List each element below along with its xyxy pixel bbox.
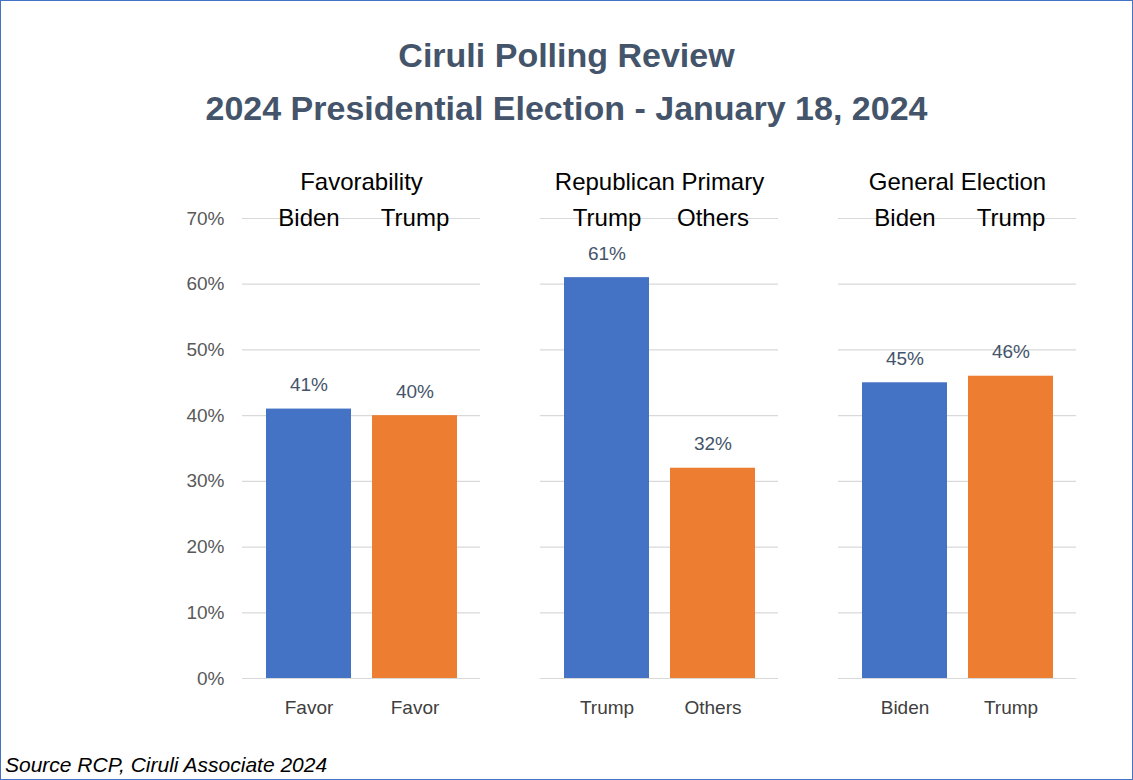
svg-text:Others: Others	[677, 204, 749, 231]
svg-text:Others: Others	[684, 697, 741, 718]
svg-text:30%: 30%	[186, 470, 224, 491]
svg-text:32%: 32%	[694, 433, 732, 454]
svg-text:10%: 10%	[186, 602, 224, 623]
svg-text:Republican Primary: Republican Primary	[555, 168, 764, 195]
svg-text:Favor: Favor	[285, 697, 334, 718]
svg-text:40%: 40%	[186, 405, 224, 426]
svg-text:Trump: Trump	[580, 697, 634, 718]
svg-text:50%: 50%	[186, 339, 224, 360]
svg-text:60%: 60%	[186, 273, 224, 294]
svg-text:Biden: Biden	[881, 697, 930, 718]
svg-text:General Election: General Election	[869, 168, 1046, 195]
svg-text:Trump: Trump	[573, 204, 641, 231]
svg-text:46%: 46%	[992, 341, 1030, 362]
svg-text:70%: 70%	[186, 208, 224, 229]
svg-text:45%: 45%	[886, 348, 924, 369]
svg-text:Favor: Favor	[391, 697, 440, 718]
svg-text:41%: 41%	[290, 374, 328, 395]
html-text:Source RCP, Ciruli Associate 2: Source RCP, Ciruli Associate 2024	[5, 753, 328, 776]
svg-text:20%: 20%	[186, 536, 224, 557]
html-text:2024 Presidential Election - J: 2024 Presidential Election - January 18,…	[205, 89, 928, 127]
svg-text:Trump: Trump	[977, 204, 1045, 231]
svg-text:Trump: Trump	[984, 697, 1038, 718]
html-text:Ciruli Polling Review: Ciruli Polling Review	[398, 36, 735, 74]
svg-text:Trump: Trump	[381, 204, 449, 231]
svg-text:Biden: Biden	[278, 204, 339, 231]
svg-text:Biden: Biden	[874, 204, 935, 231]
svg-text:40%: 40%	[396, 381, 434, 402]
svg-text:Favorability: Favorability	[300, 168, 423, 195]
svg-text:61%: 61%	[588, 243, 626, 264]
svg-text:0%: 0%	[197, 668, 225, 689]
